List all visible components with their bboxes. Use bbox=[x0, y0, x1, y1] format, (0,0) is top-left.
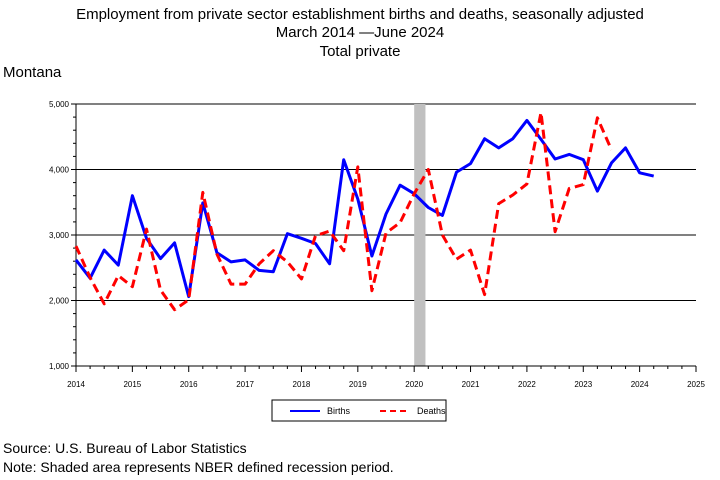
series-layer bbox=[74, 111, 655, 312]
x-tick-label: 2021 bbox=[462, 380, 480, 389]
source-note: Source: U.S. Bureau of Labor Statistics bbox=[3, 440, 247, 456]
x-tick-label: 2024 bbox=[631, 380, 649, 389]
x-tick-label: 2023 bbox=[574, 380, 592, 389]
chart-subtitle: Total private bbox=[319, 43, 401, 60]
x-tick-label: 2014 bbox=[67, 380, 85, 389]
x-tick-label: 2020 bbox=[405, 380, 423, 389]
legend-label-births: Births bbox=[327, 406, 351, 416]
x-tick-label: 2025 bbox=[687, 380, 705, 389]
x-tick-label: 2019 bbox=[349, 380, 367, 389]
recession-shading bbox=[414, 104, 426, 366]
y-tick-label: 3,000 bbox=[49, 231, 70, 240]
y-tick-label: 4,000 bbox=[49, 166, 70, 175]
series-line-deaths bbox=[74, 111, 613, 312]
y-tick-label: 1,000 bbox=[49, 362, 70, 371]
chart-title: Employment from private sector establish… bbox=[76, 6, 644, 23]
region-label: Montana bbox=[3, 64, 62, 81]
x-tick-label: 2015 bbox=[123, 380, 141, 389]
x-tick-label: 2022 bbox=[518, 380, 536, 389]
recession-note: Note: Shaded area represents NBER define… bbox=[3, 459, 394, 475]
y-axis: 1,000 2,000 3,000 4,000 5,000 bbox=[49, 100, 76, 371]
legend-box bbox=[271, 399, 447, 422]
chart-date-range: March 2014 —June 2024 bbox=[275, 24, 445, 41]
x-axis: 2014 2015 2016 2017 2018 2019 2020 2021 2022 2023… bbox=[67, 366, 705, 389]
legend-label-deaths: Deaths bbox=[417, 406, 446, 416]
x-tick-label: 2016 bbox=[180, 380, 198, 389]
x-tick-label: 2017 bbox=[236, 380, 254, 389]
series-line-births bbox=[74, 118, 655, 299]
legend: Births Deaths bbox=[271, 399, 447, 422]
x-tick-label: 2018 bbox=[293, 380, 311, 389]
y-tick-label: 2,000 bbox=[49, 297, 70, 306]
y-tick-label: 5,000 bbox=[49, 100, 70, 109]
